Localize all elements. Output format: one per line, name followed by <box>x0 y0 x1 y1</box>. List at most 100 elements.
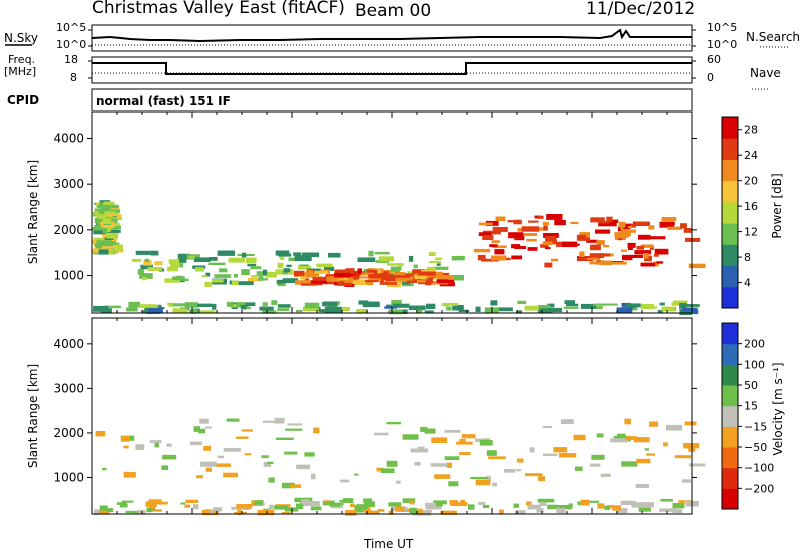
data-cell <box>434 257 443 260</box>
colorbar-tick-label: 12 <box>744 226 758 239</box>
data-cell <box>241 269 250 276</box>
data-cell <box>389 274 395 279</box>
data-cell <box>386 421 401 425</box>
data-cell <box>495 216 506 222</box>
data-cell <box>551 258 558 262</box>
data-cell <box>638 234 651 240</box>
data-cell <box>297 265 311 270</box>
freq-unit: [MHz] <box>4 65 37 78</box>
data-cell <box>96 205 105 208</box>
data-cell <box>499 509 504 515</box>
data-cell <box>357 257 376 262</box>
data-cell <box>681 479 691 483</box>
data-cell <box>279 256 285 260</box>
data-cell <box>564 300 576 304</box>
data-cell <box>102 246 118 249</box>
data-cell <box>374 251 390 255</box>
data-cell <box>560 419 574 424</box>
data-cell <box>539 227 545 231</box>
data-cell <box>680 223 687 229</box>
data-cell <box>543 233 559 238</box>
colorbar-segment <box>722 385 738 407</box>
colorbar-tick-label: 15 <box>744 400 758 413</box>
data-cell <box>409 507 417 514</box>
data-cell <box>431 437 448 443</box>
data-cell <box>427 266 436 271</box>
data-cell <box>653 253 659 257</box>
data-cell <box>373 432 389 436</box>
data-cell <box>397 276 413 281</box>
data-cell <box>631 502 650 508</box>
data-cell <box>672 509 683 513</box>
data-cell <box>283 268 291 273</box>
data-cell <box>277 308 290 312</box>
data-cell <box>226 418 240 422</box>
nave-label: Nave <box>750 66 781 80</box>
data-cell <box>542 221 549 226</box>
data-cell <box>287 423 303 426</box>
data-cell <box>648 225 655 230</box>
data-cell <box>392 303 410 308</box>
data-cell <box>106 214 121 217</box>
data-cell <box>566 303 579 307</box>
data-cell <box>580 499 590 506</box>
data-cell <box>636 245 644 250</box>
data-cell <box>600 473 611 477</box>
data-cell <box>181 278 189 282</box>
colorbar-segment <box>722 265 738 288</box>
data-cell <box>640 262 656 267</box>
colorbar-frame <box>721 116 739 309</box>
colorbar-segment <box>722 286 738 309</box>
colorbar-tick-label: 4 <box>744 277 751 290</box>
data-cell <box>96 202 103 207</box>
data-cell <box>528 220 539 223</box>
data-cell <box>388 502 402 507</box>
data-cell <box>459 438 466 443</box>
data-cell <box>143 259 152 266</box>
data-cell <box>659 302 665 306</box>
data-cell <box>199 418 209 424</box>
colorbar-segment <box>722 447 738 469</box>
data-cell <box>634 250 652 255</box>
data-cell <box>368 276 382 282</box>
data-cell <box>390 266 402 271</box>
data-cell <box>491 240 500 243</box>
y-tick-label: 3000 <box>53 381 84 395</box>
data-cell <box>492 482 497 487</box>
colorbar-segment <box>722 159 738 182</box>
data-cell <box>537 215 544 219</box>
data-cell <box>454 274 464 281</box>
data-cell <box>627 226 633 229</box>
freq-trace <box>92 62 692 75</box>
data-cell <box>589 261 603 265</box>
colorbar-segment <box>722 201 738 224</box>
nsky-label: N.Sky <box>4 31 39 45</box>
data-cell <box>93 229 106 235</box>
data-cell <box>324 306 342 313</box>
data-cell <box>414 461 421 466</box>
data-cell <box>689 463 706 467</box>
data-cell <box>168 259 185 264</box>
data-cell <box>327 502 344 505</box>
data-cell <box>625 436 637 440</box>
data-cell <box>388 510 394 515</box>
data-cell <box>598 223 615 226</box>
date-label: 11/Dec/2012 <box>586 0 696 19</box>
data-cell <box>365 280 379 283</box>
data-cell <box>438 275 454 279</box>
data-cell <box>436 279 455 284</box>
data-cell <box>408 305 426 311</box>
data-cell <box>284 451 298 455</box>
data-cell <box>140 264 153 270</box>
data-cell <box>106 508 114 512</box>
data-cell <box>478 232 492 237</box>
data-cell <box>343 498 354 503</box>
data-cell <box>425 279 432 286</box>
data-cell <box>683 228 692 233</box>
data-cell <box>577 257 587 261</box>
data-cell <box>391 300 402 306</box>
data-cell <box>682 307 698 311</box>
data-cell <box>384 306 397 309</box>
data-cell <box>556 507 566 514</box>
data-cell <box>170 263 180 268</box>
